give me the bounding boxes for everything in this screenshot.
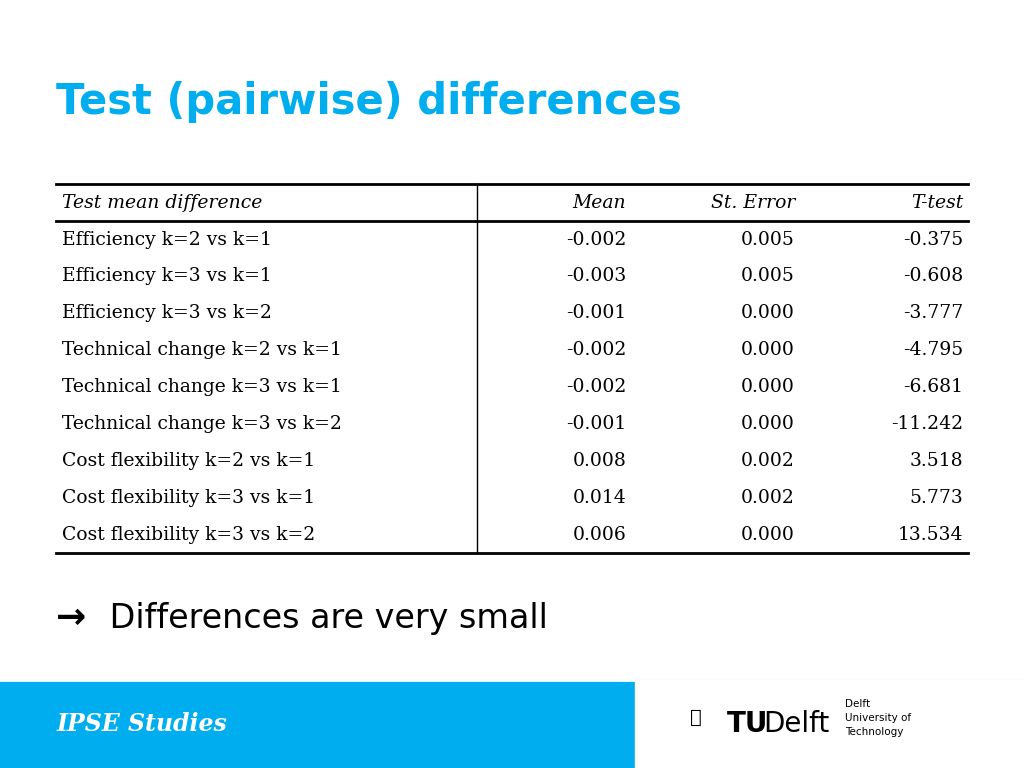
Text: -0.002: -0.002 bbox=[566, 341, 627, 359]
Text: IPSE Studies: IPSE Studies bbox=[56, 712, 227, 736]
Text: Cost flexibility k=2 vs k=1: Cost flexibility k=2 vs k=1 bbox=[62, 452, 315, 470]
Text: Technical change k=2 vs k=1: Technical change k=2 vs k=1 bbox=[62, 341, 342, 359]
Text: -0.001: -0.001 bbox=[566, 304, 627, 323]
Text: 0.000: 0.000 bbox=[741, 525, 795, 544]
Text: -0.375: -0.375 bbox=[903, 230, 964, 249]
Text: 0.002: 0.002 bbox=[741, 452, 795, 470]
Text: TU: TU bbox=[727, 710, 768, 738]
Text: Differences are very small: Differences are very small bbox=[99, 602, 548, 634]
Text: -0.608: -0.608 bbox=[903, 267, 964, 286]
Text: -6.681: -6.681 bbox=[903, 378, 964, 396]
Text: Test mean difference: Test mean difference bbox=[62, 194, 263, 212]
Text: Efficiency k=2 vs k=1: Efficiency k=2 vs k=1 bbox=[62, 230, 272, 249]
Text: 0.005: 0.005 bbox=[741, 267, 795, 286]
Text: 0.000: 0.000 bbox=[741, 304, 795, 323]
Text: Test (pairwise) differences: Test (pairwise) differences bbox=[56, 81, 682, 123]
Text: -0.001: -0.001 bbox=[566, 415, 627, 433]
Text: 0.000: 0.000 bbox=[741, 415, 795, 433]
Bar bbox=[635, 680, 1024, 768]
Text: Efficiency k=3 vs k=1: Efficiency k=3 vs k=1 bbox=[62, 267, 272, 286]
Text: Efficiency k=3 vs k=2: Efficiency k=3 vs k=2 bbox=[62, 304, 272, 323]
Text: Technology: Technology bbox=[845, 727, 903, 737]
Text: 13.534: 13.534 bbox=[898, 525, 964, 544]
Text: 0.002: 0.002 bbox=[741, 488, 795, 507]
Text: Cost flexibility k=3 vs k=2: Cost flexibility k=3 vs k=2 bbox=[62, 525, 315, 544]
Text: →: → bbox=[56, 601, 87, 635]
Text: Delft: Delft bbox=[845, 699, 870, 709]
Text: -4.795: -4.795 bbox=[903, 341, 964, 359]
Text: 0.006: 0.006 bbox=[572, 525, 627, 544]
Text: 🔥: 🔥 bbox=[690, 708, 702, 727]
Text: 0.000: 0.000 bbox=[741, 341, 795, 359]
Text: -0.003: -0.003 bbox=[566, 267, 627, 286]
Text: T-test: T-test bbox=[911, 194, 964, 212]
Text: -0.002: -0.002 bbox=[566, 230, 627, 249]
Text: St. Error: St. Error bbox=[711, 194, 795, 212]
Bar bbox=[0, 680, 1024, 768]
Text: 0.014: 0.014 bbox=[572, 488, 627, 507]
Text: 0.000: 0.000 bbox=[741, 378, 795, 396]
Text: Mean: Mean bbox=[572, 194, 627, 212]
Text: 3.518: 3.518 bbox=[910, 452, 964, 470]
Text: 0.005: 0.005 bbox=[741, 230, 795, 249]
Text: 0.008: 0.008 bbox=[572, 452, 627, 470]
Text: -0.002: -0.002 bbox=[566, 378, 627, 396]
Text: -3.777: -3.777 bbox=[903, 304, 964, 323]
Text: -11.242: -11.242 bbox=[892, 415, 964, 433]
Text: Technical change k=3 vs k=2: Technical change k=3 vs k=2 bbox=[62, 415, 342, 433]
Text: University of: University of bbox=[845, 713, 911, 723]
Text: Delft: Delft bbox=[763, 710, 829, 738]
Text: 5.773: 5.773 bbox=[910, 488, 964, 507]
Text: Cost flexibility k=3 vs k=1: Cost flexibility k=3 vs k=1 bbox=[62, 488, 315, 507]
Text: Technical change k=3 vs k=1: Technical change k=3 vs k=1 bbox=[62, 378, 342, 396]
